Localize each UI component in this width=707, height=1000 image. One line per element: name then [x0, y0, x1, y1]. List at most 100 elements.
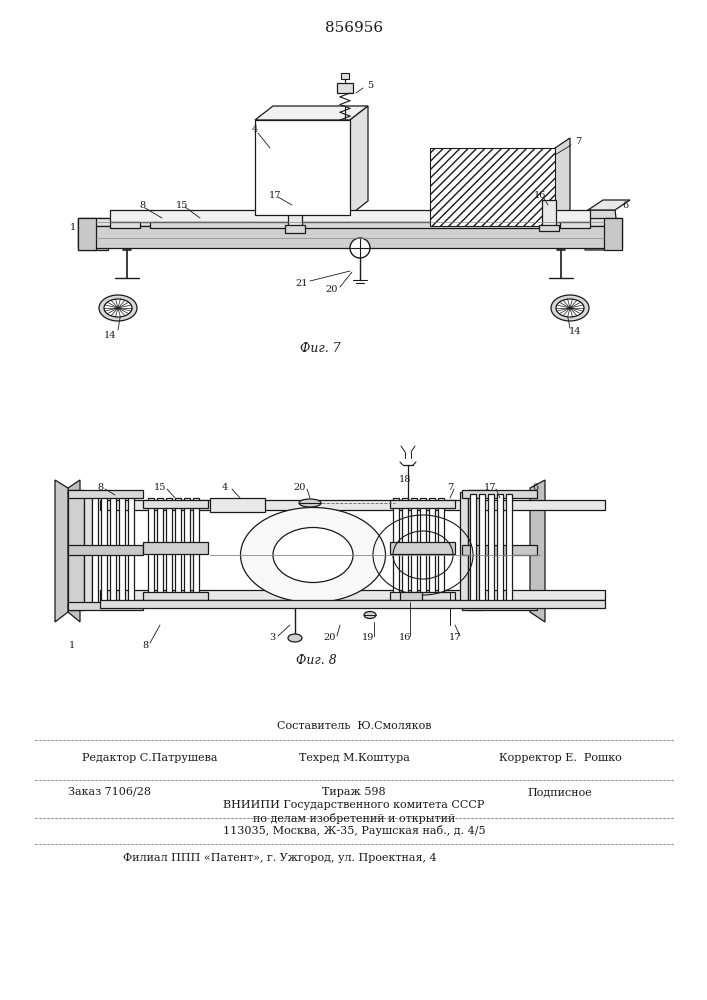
Bar: [68, 602, 143, 610]
Bar: [462, 490, 537, 498]
Text: Составитель  Ю.Смоляков: Составитель Ю.Смоляков: [276, 721, 431, 731]
Bar: [460, 492, 468, 608]
Bar: [110, 222, 140, 228]
Ellipse shape: [288, 634, 302, 642]
Ellipse shape: [240, 508, 385, 602]
Text: 20: 20: [294, 483, 306, 491]
Bar: [390, 500, 455, 508]
Ellipse shape: [99, 295, 137, 321]
Text: 7: 7: [575, 137, 581, 146]
Bar: [143, 592, 208, 600]
Text: Заказ 7106/28: Заказ 7106/28: [69, 787, 151, 797]
Text: 4: 4: [252, 125, 258, 134]
Bar: [193, 498, 199, 602]
Text: 3: 3: [269, 634, 275, 643]
Bar: [100, 500, 605, 510]
Bar: [143, 500, 208, 508]
Polygon shape: [555, 138, 570, 226]
Polygon shape: [68, 480, 80, 622]
Bar: [166, 498, 172, 602]
Text: ВНИИПИ Государственного комитета СССР: ВНИИПИ Государственного комитета СССР: [223, 800, 485, 810]
Bar: [143, 542, 208, 554]
Text: 15: 15: [154, 483, 166, 491]
Text: 5: 5: [367, 81, 373, 90]
Bar: [429, 498, 435, 602]
Polygon shape: [585, 210, 620, 250]
Text: 17: 17: [269, 190, 281, 200]
Bar: [411, 498, 417, 602]
Bar: [150, 222, 550, 228]
Text: 1: 1: [69, 641, 75, 650]
Bar: [255, 120, 350, 215]
Text: 1: 1: [70, 224, 76, 232]
Text: 14: 14: [104, 330, 116, 340]
Bar: [542, 200, 556, 228]
Text: Корректор Е.  Рошко: Корректор Е. Рошко: [498, 753, 621, 763]
Bar: [438, 498, 444, 602]
Bar: [390, 542, 455, 554]
Bar: [128, 494, 134, 606]
Ellipse shape: [364, 611, 376, 618]
Bar: [468, 490, 484, 610]
Text: 8: 8: [97, 483, 103, 491]
Polygon shape: [530, 480, 545, 622]
Bar: [68, 545, 143, 555]
Bar: [337, 83, 353, 93]
Text: Подписное: Подписное: [527, 787, 592, 797]
Polygon shape: [255, 106, 368, 120]
Bar: [148, 498, 154, 602]
Bar: [175, 498, 181, 602]
Bar: [78, 218, 622, 226]
Bar: [539, 225, 559, 231]
Polygon shape: [55, 480, 68, 622]
Bar: [420, 498, 426, 602]
Bar: [78, 218, 96, 250]
Text: Фиг. 8: Фиг. 8: [296, 654, 337, 666]
Bar: [560, 222, 590, 228]
Bar: [462, 545, 537, 555]
Text: 14: 14: [568, 328, 581, 336]
Bar: [479, 494, 485, 606]
Text: 6: 6: [622, 200, 628, 210]
Text: Редактор С.Патрушева: Редактор С.Патрушева: [82, 753, 218, 763]
Bar: [285, 225, 305, 233]
Bar: [488, 494, 494, 606]
Bar: [497, 494, 503, 606]
Bar: [393, 498, 399, 602]
Ellipse shape: [556, 299, 584, 317]
Text: 20: 20: [324, 634, 337, 643]
Text: 19: 19: [362, 634, 374, 643]
Ellipse shape: [299, 499, 321, 507]
Bar: [101, 494, 107, 606]
Text: 8: 8: [142, 641, 148, 650]
Ellipse shape: [104, 299, 132, 317]
Bar: [402, 498, 408, 602]
Bar: [84, 492, 92, 608]
Bar: [78, 226, 622, 248]
Bar: [100, 600, 605, 608]
Bar: [604, 218, 622, 250]
Bar: [470, 494, 476, 606]
Ellipse shape: [551, 295, 589, 321]
Text: 113035, Москва, Ж-35, Раушская наб., д. 4/5: 113035, Москва, Ж-35, Раушская наб., д. …: [223, 824, 485, 836]
Bar: [341, 73, 349, 79]
Bar: [100, 590, 605, 600]
Bar: [506, 494, 512, 606]
Text: 6: 6: [532, 483, 538, 491]
Bar: [68, 490, 84, 610]
Text: 15: 15: [176, 200, 188, 210]
Text: 20: 20: [326, 286, 338, 294]
Bar: [400, 592, 422, 602]
Text: Тираж 598: Тираж 598: [322, 787, 386, 797]
Bar: [288, 200, 302, 230]
Text: 8: 8: [139, 202, 145, 211]
Bar: [462, 602, 537, 610]
Bar: [119, 494, 125, 606]
Text: Техред М.Коштура: Техред М.Коштура: [298, 753, 409, 763]
Bar: [430, 148, 555, 226]
Text: 856956: 856956: [325, 21, 383, 35]
Text: Филиал ППП «Патент», г. Ужгород, ул. Проектная, 4: Филиал ППП «Патент», г. Ужгород, ул. Про…: [123, 853, 437, 863]
Text: 16: 16: [399, 634, 411, 643]
Bar: [157, 498, 163, 602]
Text: 17: 17: [484, 483, 496, 491]
